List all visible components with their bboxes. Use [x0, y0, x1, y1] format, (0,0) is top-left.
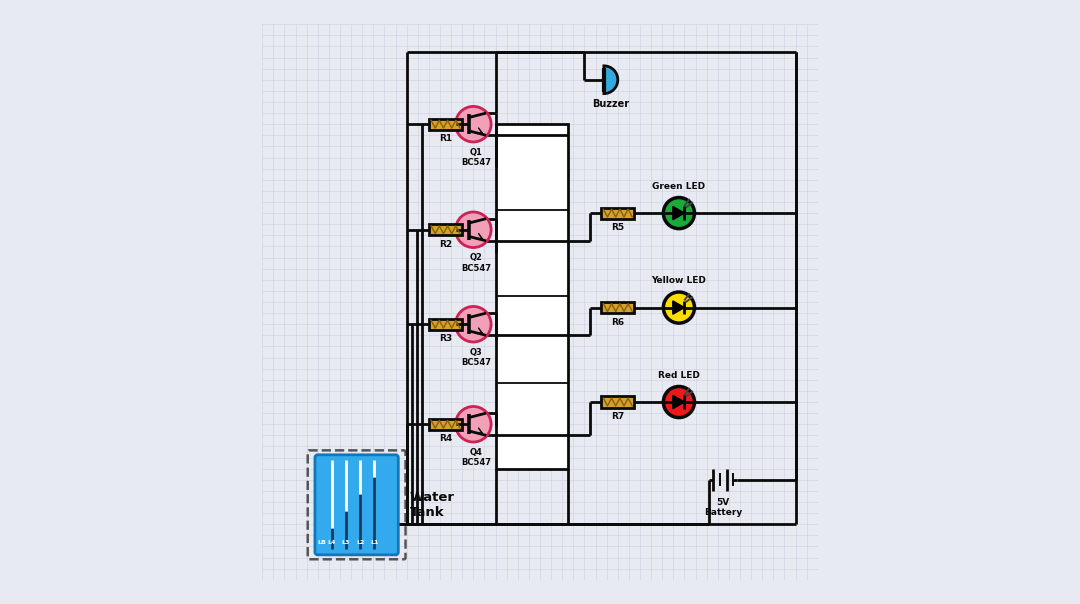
Text: R1: R1 — [438, 134, 453, 143]
Bar — [429, 319, 462, 330]
Circle shape — [456, 106, 491, 142]
Text: 5V
Battery: 5V Battery — [704, 498, 742, 517]
Text: Red LED: Red LED — [658, 371, 700, 380]
Text: R5: R5 — [611, 223, 624, 232]
Circle shape — [456, 306, 491, 342]
Circle shape — [663, 292, 694, 323]
Circle shape — [663, 198, 694, 229]
Text: L1: L1 — [370, 541, 378, 545]
Bar — [602, 396, 634, 408]
Text: Q2
BC547: Q2 BC547 — [461, 253, 491, 272]
Bar — [429, 118, 462, 130]
Wedge shape — [604, 66, 618, 94]
Text: Q1
BC547: Q1 BC547 — [461, 147, 491, 167]
Bar — [429, 419, 462, 430]
Text: R2: R2 — [438, 240, 453, 249]
Text: R6: R6 — [611, 318, 624, 327]
Bar — [429, 224, 462, 236]
Polygon shape — [673, 207, 685, 220]
Bar — [602, 208, 634, 219]
Text: L4: L4 — [327, 541, 336, 545]
Text: R4: R4 — [438, 434, 453, 443]
Bar — [602, 302, 634, 313]
Text: Yellow LED: Yellow LED — [651, 276, 706, 285]
Circle shape — [663, 387, 694, 417]
Polygon shape — [673, 396, 685, 409]
Text: Q3
BC547: Q3 BC547 — [461, 347, 491, 367]
Text: Q4
BC547: Q4 BC547 — [461, 448, 491, 467]
Text: R7: R7 — [611, 412, 624, 421]
Polygon shape — [673, 301, 685, 314]
Text: L2: L2 — [356, 541, 364, 545]
Text: Green LED: Green LED — [652, 182, 705, 191]
Text: Water
Tank: Water Tank — [409, 491, 455, 519]
Text: R3: R3 — [438, 334, 453, 343]
Circle shape — [456, 406, 491, 442]
Bar — [496, 124, 568, 469]
FancyBboxPatch shape — [315, 455, 399, 555]
Text: LB: LB — [318, 541, 326, 545]
Circle shape — [456, 212, 491, 248]
Text: Buzzer: Buzzer — [592, 99, 630, 109]
Text: L3: L3 — [342, 541, 350, 545]
